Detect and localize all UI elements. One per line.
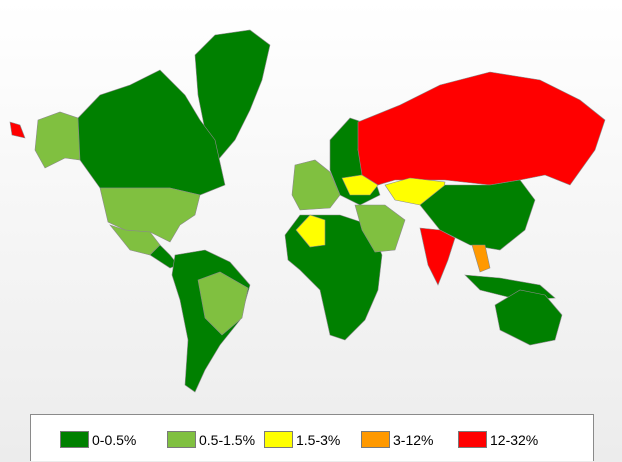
region-usa[interactable]	[99, 187, 201, 243]
legend-item: 0-0.5%	[60, 431, 136, 448]
region-china[interactable]	[419, 179, 536, 251]
region-middle-east[interactable]	[354, 204, 406, 253]
legend-item: 0.5-1.5%	[167, 431, 255, 448]
legend-label: 3-12%	[393, 431, 434, 448]
legend-label: 1.5-3%	[296, 431, 341, 448]
legend-swatch	[264, 431, 293, 448]
legend-item: 1.5-3%	[264, 431, 340, 448]
region-india[interactable]	[419, 227, 456, 286]
region-ukraine[interactable]	[341, 174, 379, 196]
legend-swatch	[361, 431, 390, 448]
legend-item: 12-32%	[458, 431, 538, 448]
legend-label: 0-0.5%	[92, 431, 137, 448]
region-brazil[interactable]	[197, 271, 249, 336]
region-greenland[interactable]	[194, 29, 271, 161]
region-russia[interactable]	[357, 71, 606, 186]
legend-swatch	[458, 431, 487, 448]
region-alaska[interactable]	[34, 111, 81, 169]
legend-swatch	[167, 431, 196, 448]
region-australia[interactable]	[494, 289, 563, 346]
legend-label: 12-32%	[490, 431, 539, 448]
region-algeria[interactable]	[295, 214, 326, 248]
region-western-europe[interactable]	[291, 159, 341, 211]
world-map	[9, 29, 606, 393]
legend-swatch	[60, 431, 89, 448]
legend-label: 0.5-1.5%	[199, 431, 256, 448]
legend: 0-0.5% 0.5-1.5% 1.5-3% 3-12% 12-32%	[30, 414, 594, 461]
region-chukotka-east[interactable]	[9, 121, 26, 139]
region-vietnam[interactable]	[471, 244, 491, 273]
legend-item: 3-12%	[361, 431, 433, 448]
